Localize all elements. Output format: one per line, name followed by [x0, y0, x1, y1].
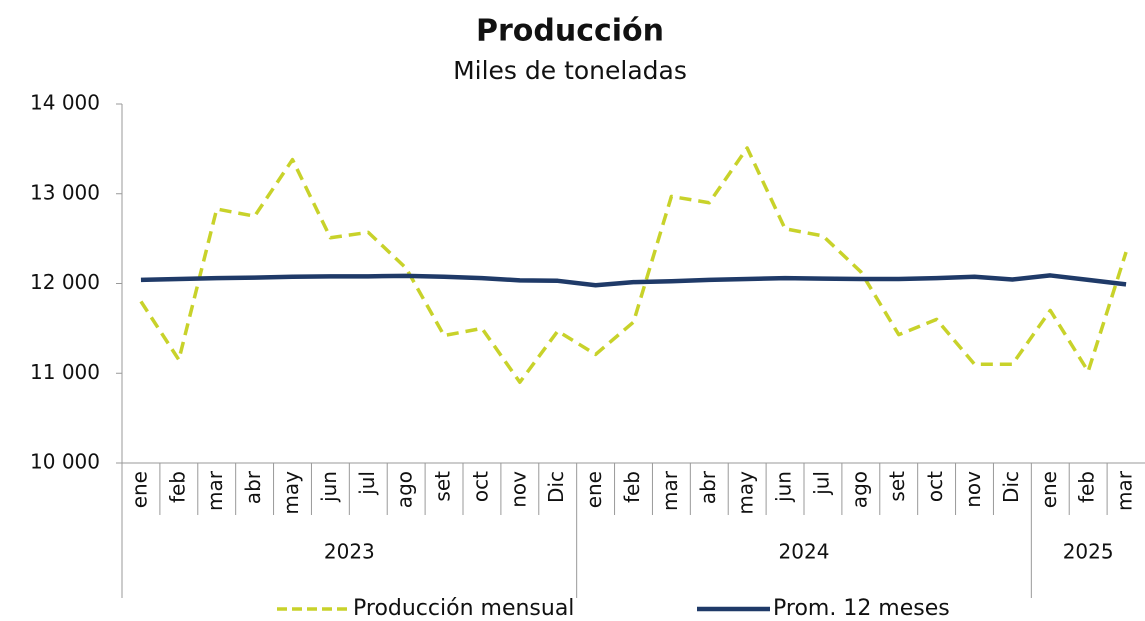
x-tick-label: feb [1075, 471, 1099, 503]
x-tick-label: ene [582, 471, 606, 508]
x-tick-label: Dic [999, 471, 1023, 503]
x-tick-label: mar [658, 470, 682, 511]
legend-label: Prom. 12 meses [773, 596, 950, 621]
y-tick-label: 10 000 [30, 450, 100, 474]
year-label: 2023 [324, 540, 375, 564]
x-tick-label: oct [468, 471, 492, 502]
x-tick-label: nov [961, 471, 985, 508]
x-tick-label: jun [772, 471, 796, 503]
x-tick-label: jul [355, 471, 379, 496]
x-tick-label: jun [317, 471, 341, 503]
y-tick-label: 14 000 [30, 91, 100, 115]
x-tick-label: may [279, 471, 303, 515]
legend-label: Producción mensual [353, 596, 574, 621]
x-tick-label: mar [1113, 470, 1137, 511]
x-tick-label: jul [809, 471, 833, 496]
x-tick-label: may [734, 471, 758, 515]
y-tick-label: 12 000 [30, 270, 100, 294]
x-tick-label: feb [620, 471, 644, 503]
x-tick-label: ago [847, 471, 871, 508]
x-tick-label: ene [1037, 471, 1061, 508]
x-tick-label: oct [923, 471, 947, 502]
x-tick-label: feb [165, 471, 189, 503]
x-tick-label: ene [127, 471, 151, 508]
x-tick-label: nov [506, 471, 530, 508]
x-tick-label: ago [393, 471, 417, 508]
x-tick-label: abr [241, 470, 265, 504]
x-tick-label: set [431, 471, 455, 502]
x-tick-label: set [885, 471, 909, 502]
chart-subtitle: Miles de toneladas [453, 56, 687, 85]
data-line [139, 146, 1128, 384]
x-tick-label: abr [696, 470, 720, 504]
x-tick-label: Dic [544, 471, 568, 503]
year-label: 2025 [1063, 540, 1114, 564]
y-tick-label: 11 000 [30, 360, 100, 384]
data-line [140, 273, 1127, 288]
year-label: 2024 [779, 540, 830, 564]
x-tick-label: mar [203, 470, 227, 511]
chart-title: Producción [476, 14, 664, 49]
y-tick-label: 13 000 [30, 180, 100, 204]
